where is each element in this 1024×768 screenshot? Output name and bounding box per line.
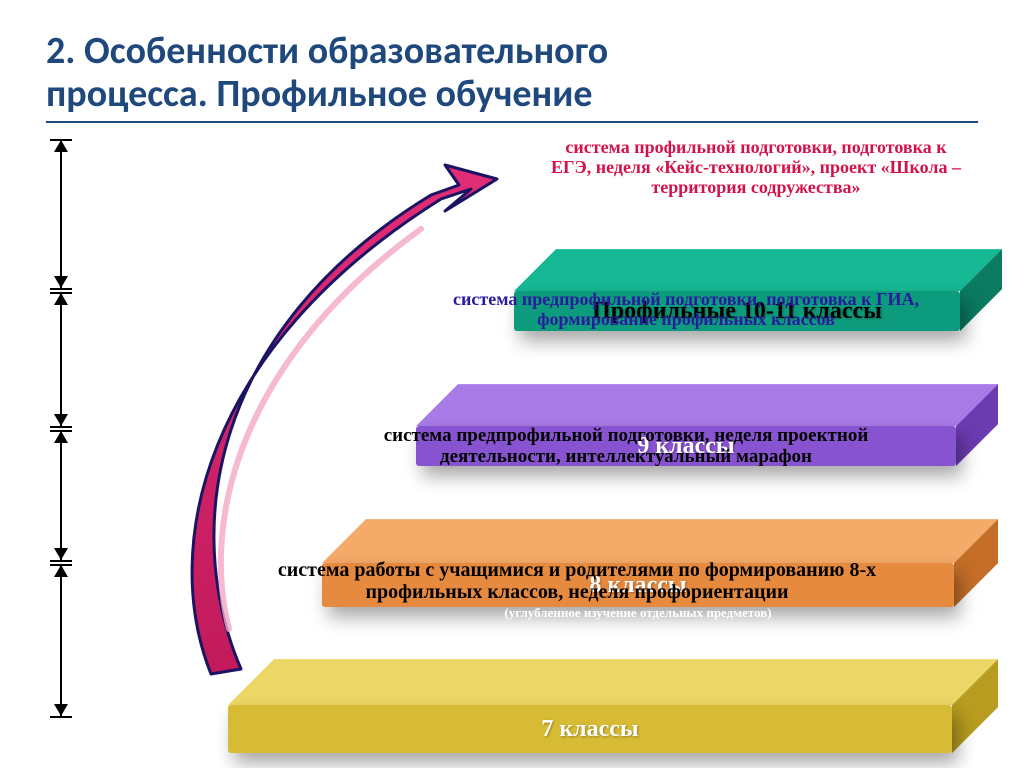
slab-top-face xyxy=(416,384,998,426)
arrow-up-icon xyxy=(54,140,68,152)
slab-top-face xyxy=(514,249,1002,291)
axis-tick xyxy=(50,560,72,562)
slab-front-face: 7 классы xyxy=(228,705,952,753)
step-description: система работы с учащимися и родителями … xyxy=(272,559,882,604)
step-label: 7 классы xyxy=(238,716,942,743)
slab-top-face xyxy=(322,519,998,563)
step-description: система предпрофильной подготовки, подго… xyxy=(446,289,926,329)
slide: 2. Особенности образовательногопроцесса.… xyxy=(0,0,1024,768)
axis-segment xyxy=(60,430,62,561)
arrow-down-icon xyxy=(54,414,68,426)
axis-segment xyxy=(60,564,62,717)
step-sublabel: (углубленное изучение отдельных предмето… xyxy=(322,605,954,621)
slab-top-face xyxy=(228,659,998,705)
arrow-down-icon xyxy=(54,704,68,716)
vertical-axis xyxy=(46,129,76,729)
step-description: система профильной подготовки, подготовк… xyxy=(546,137,966,197)
arrow-up-icon xyxy=(54,293,68,305)
axis-tick xyxy=(50,716,72,718)
axis-segment xyxy=(60,292,62,427)
step1: 7 классы xyxy=(228,659,998,753)
arrow-down-icon xyxy=(54,276,68,288)
axis-segment xyxy=(60,139,62,289)
arrow-down-icon xyxy=(54,548,68,560)
axis-tick xyxy=(50,426,72,428)
arrow-up-icon xyxy=(54,565,68,577)
axis-tick xyxy=(50,288,72,290)
step-description: система предпрофильной подготовки, недел… xyxy=(346,425,906,468)
arrow-up-icon xyxy=(54,431,68,443)
staircase-diagram: Профильные 10-11 классы9 классы8 классы(… xyxy=(46,129,976,729)
title-underline xyxy=(46,121,978,123)
step-slab: 7 классы xyxy=(228,659,998,753)
slide-title: 2. Особенности образовательногопроцесса.… xyxy=(46,30,978,115)
